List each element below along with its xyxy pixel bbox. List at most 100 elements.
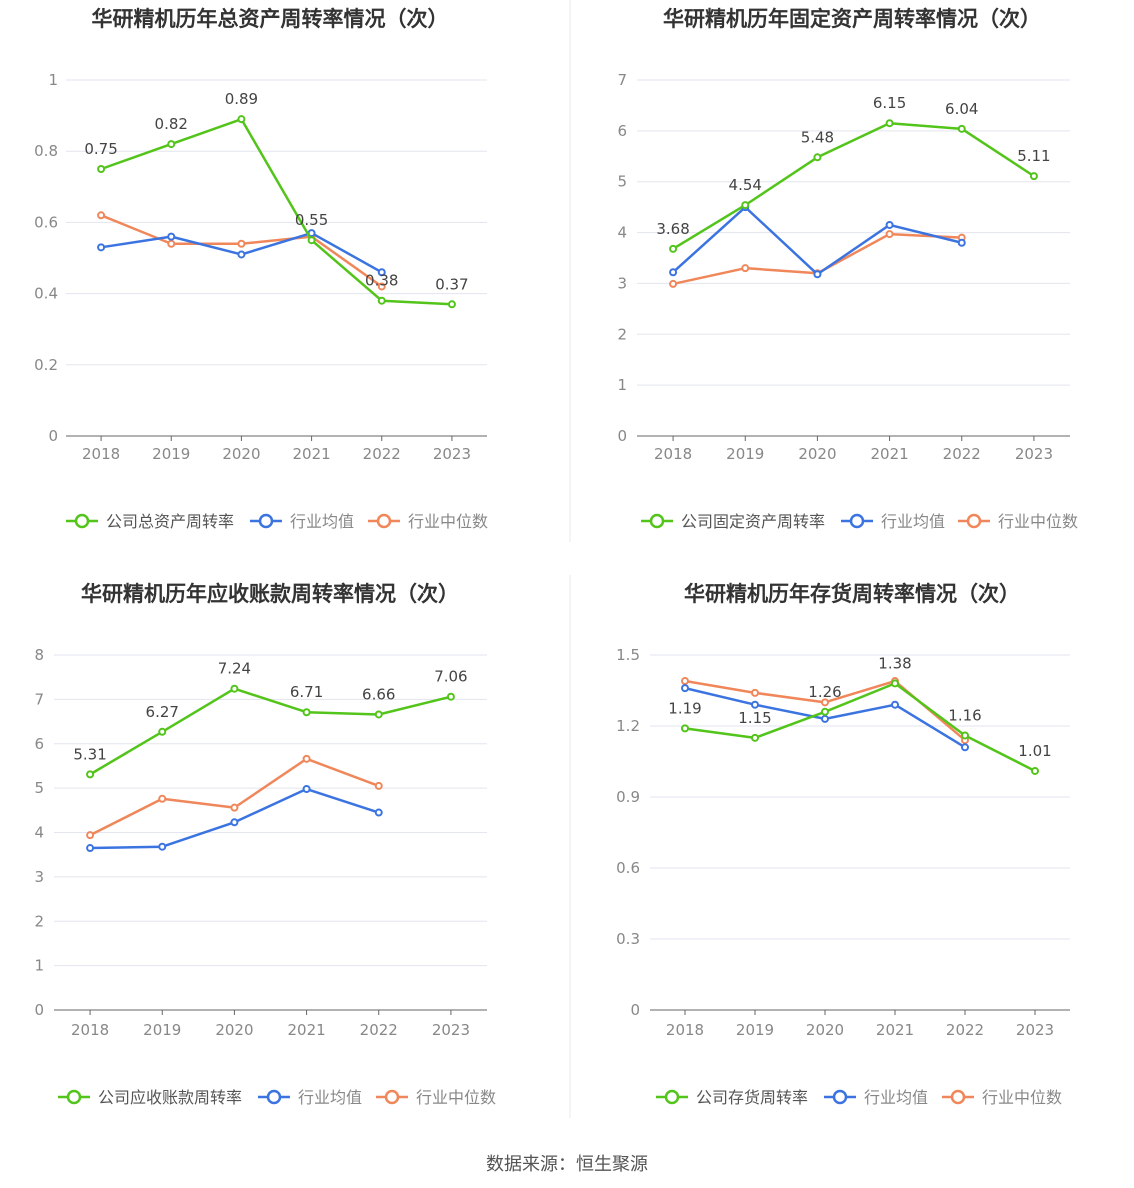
data-label: 1.38 [878, 654, 911, 672]
company-data-point [446, 692, 455, 701]
x-tick-label: 2022 [946, 1021, 984, 1039]
industry-average-data-point [237, 250, 246, 259]
industry-average-data-point [377, 268, 386, 277]
company-data-point [681, 724, 689, 733]
legend-item-industry-average[interactable]: 行业均值 [250, 512, 354, 531]
y-tick-label: 2 [617, 325, 627, 343]
data-label: 1.16 [948, 706, 981, 724]
y-tick-label: 4 [34, 824, 44, 842]
chart-panel-2: 华研精机历年固定资产周转率情况（次） 0 1 2 3 4 5 6 7 2018 2019 2020 20… [617, 7, 1078, 531]
x-tick-label: 2021 [292, 445, 330, 463]
industry-median-data-point [158, 794, 167, 803]
y-tick-label: 4 [617, 224, 627, 242]
data-label: 3.68 [656, 220, 689, 238]
data-label: 0.55 [295, 211, 328, 229]
data-label: 0.38 [365, 272, 398, 290]
data-label: 5.11 [1017, 147, 1050, 165]
legend-label: 公司总资产周转率 [106, 512, 234, 531]
legend-item-industry-median[interactable]: 行业中位数 [942, 1088, 1062, 1107]
company-data-point [97, 165, 106, 173]
x-tick-label: 2022 [363, 445, 401, 463]
data-label: 1.01 [1018, 742, 1051, 760]
y-tick-label: 5 [34, 779, 44, 797]
chart-title: 华研精机历年存货周转率情况（次） [684, 582, 1020, 606]
data-label: 6.71 [290, 683, 323, 701]
legend-item-industry-median[interactable]: 行业中位数 [376, 1088, 496, 1107]
x-tick-label: 2019 [143, 1021, 181, 1039]
industry-median-data-point [374, 781, 383, 790]
industry-average-data-point [374, 808, 383, 817]
industry-average-data-point [821, 714, 829, 723]
y-tick-label: 3 [34, 868, 44, 886]
y-tick-label: 5 [617, 173, 627, 191]
y-tick-label: 7 [34, 690, 44, 708]
data-label: 5.48 [801, 128, 834, 146]
data-label: 7.06 [434, 668, 467, 686]
industry-average-data-point [891, 700, 899, 709]
legend-item-company[interactable]: 公司应收账款周转率 [58, 1088, 242, 1107]
y-tick-label: 1 [617, 376, 627, 394]
legend-label: 行业均值 [864, 1088, 928, 1107]
legend-marker [74, 513, 90, 529]
industry-median-data-point [97, 211, 106, 220]
data-label: 0.37 [435, 275, 468, 293]
industry-average-data-point [751, 700, 759, 709]
chart-panel-3: 华研精机历年应收账款周转率情况（次） 0 1 2 3 4 5 6 7 8 2018 2019 2020 2… [34, 582, 496, 1107]
legend-label: 行业中位数 [408, 512, 488, 531]
industry-median-data-point [741, 264, 750, 273]
legend-item-industry-average[interactable]: 行业均值 [841, 512, 945, 531]
y-tick-label: 1 [34, 957, 44, 975]
chart-title: 华研精机历年固定资产周转率情况（次） [663, 7, 1041, 31]
industry-median-data-point [821, 698, 829, 707]
chart-title: 华研精机历年总资产周转率情况（次） [92, 7, 449, 31]
industry-median-data-point [302, 754, 311, 763]
company-data-point [1029, 172, 1038, 181]
industry-median-data-point [230, 803, 239, 812]
legend-item-company[interactable]: 公司总资产周转率 [66, 512, 234, 531]
legend-item-industry-median[interactable]: 行业中位数 [958, 512, 1078, 531]
x-tick-label: 2023 [1016, 1021, 1054, 1039]
x-tick-label: 2023 [1015, 445, 1053, 463]
x-tick-label: 2020 [215, 1021, 253, 1039]
y-tick-label: 1.2 [616, 717, 640, 735]
x-tick-label: 2018 [71, 1021, 109, 1039]
company-series-line [89, 687, 452, 776]
x-tick-label: 2018 [654, 445, 692, 463]
company-data-point [891, 679, 899, 688]
legend-item-company[interactable]: 公司固定资产周转率 [641, 512, 825, 531]
legend-label: 行业均值 [298, 1088, 362, 1107]
y-tick-label: 0.2 [34, 356, 58, 374]
x-tick-label: 2021 [287, 1021, 325, 1039]
legend-marker [664, 1089, 680, 1105]
y-tick-label: 6 [34, 735, 44, 753]
company-data-point [751, 733, 759, 742]
company-data-point [813, 153, 822, 162]
data-label: 0.82 [155, 115, 188, 133]
industry-average-data-point [961, 743, 969, 752]
x-tick-label: 2022 [360, 1021, 398, 1039]
x-tick-label: 2023 [433, 445, 471, 463]
company-data-point [885, 119, 894, 128]
legend-item-company[interactable]: 公司存货周转率 [656, 1088, 808, 1107]
data-label: 6.27 [146, 703, 179, 721]
industry-median-data-point [669, 279, 678, 288]
legend-item-industry-average[interactable]: 行业均值 [258, 1088, 362, 1107]
x-tick-label: 2021 [870, 445, 908, 463]
x-tick-label: 2020 [806, 1021, 844, 1039]
legend-item-industry-average[interactable]: 行业均值 [824, 1088, 928, 1107]
legend-item-industry-median[interactable]: 行业中位数 [368, 512, 488, 531]
chart-panel-1: 华研精机历年总资产周转率情况（次） 0 0.2 0.4 0.6 0.8 1 2018 2019 2… [34, 7, 488, 531]
y-tick-label: 3 [617, 274, 627, 292]
company-data-point [374, 710, 383, 719]
x-tick-label: 2022 [943, 445, 981, 463]
x-tick-label: 2018 [666, 1021, 704, 1039]
y-tick-label: 0 [630, 1001, 640, 1019]
industry-average-data-point [167, 232, 176, 241]
legend-label: 行业中位数 [998, 512, 1078, 531]
industry-average-data-point [302, 785, 311, 794]
industry-average-data-point [158, 842, 167, 851]
x-tick-label: 2020 [222, 445, 260, 463]
chart-panel-4: 华研精机历年存货周转率情况（次） 0 0.3 0.6 0.9 1.2 1.5 2018 2019… [616, 582, 1070, 1107]
company-series-line [100, 117, 452, 306]
data-label: 7.24 [218, 660, 251, 678]
